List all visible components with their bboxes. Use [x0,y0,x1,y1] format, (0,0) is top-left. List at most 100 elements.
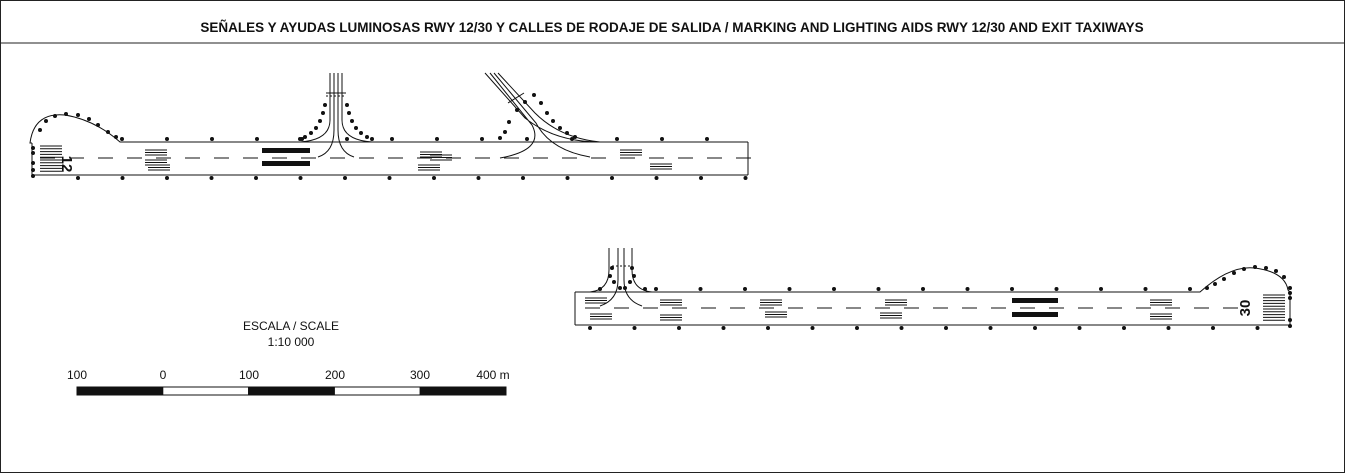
edge-light [654,287,658,291]
edge-light [521,176,525,180]
scale-segment [76,386,164,396]
edge-light [1274,269,1278,273]
edge-light [435,137,439,141]
edge-light [1288,286,1292,290]
edge-light [76,176,80,180]
edge-light [1213,282,1217,286]
edge-light [165,176,169,180]
edge-light [632,326,637,330]
edge-light [551,119,555,123]
edge-light [623,286,627,290]
drawing: 100 0 100 200 300 400 m [29,72,1292,396]
edge-light [165,137,169,141]
edge-light [343,176,347,180]
edge-light [610,176,614,180]
edge-light [743,176,748,180]
edge-light [298,176,303,180]
edge-light [314,126,318,130]
edge-light [698,287,703,291]
edge-light [480,137,484,141]
edge-light [498,136,502,140]
edge-light [532,93,536,97]
title: SEÑALES Y AYUDAS LUMINOSAS RWY 12/30 Y C… [200,20,1143,35]
edge-light [876,287,881,291]
edge-light [323,103,327,107]
edge-light [899,326,904,330]
edge-light [1288,291,1292,295]
edge-light [87,117,91,121]
edge-light [345,137,349,141]
edge-light [921,287,925,291]
edge-light [303,135,307,139]
edge-light [1242,267,1246,271]
edge-light [944,326,948,330]
edge-light [1264,266,1268,270]
scale-segment [333,386,421,396]
edge-light [699,176,703,180]
edge-light [523,100,527,104]
edge-light [298,137,302,141]
edge-light [354,126,358,130]
edge-light [255,137,259,141]
edge-light [787,287,792,291]
edge-light [53,114,57,118]
edge-light [347,111,351,115]
scale-label: 0 [160,368,167,382]
edge-light [387,176,392,180]
edge-light [1010,287,1014,291]
edge-light [988,326,993,330]
scale-label: 100 [67,368,87,382]
edge-light [1033,326,1037,330]
edge-light [1255,326,1260,330]
edge-light [612,280,616,284]
runway-designator: 30 [1237,300,1254,317]
scale-segment [248,386,335,396]
edge-light [1211,326,1215,330]
edge-light [120,176,125,180]
edge-light [573,135,577,139]
edge-light [31,161,35,165]
edge-light [565,131,569,135]
edge-light [628,280,632,284]
edge-light [432,176,436,180]
edge-light [120,137,124,141]
edge-light [503,130,507,134]
edge-light [608,274,612,278]
edge-light [632,274,636,278]
edge-light [350,119,354,123]
edge-light [654,176,659,180]
edge-light [76,113,80,117]
edge-light [565,176,570,180]
edge-light [209,176,214,180]
runway-designator: 12 [58,156,75,173]
edge-light [766,326,770,330]
edge-light [370,137,374,141]
edge-light [106,130,110,134]
edge-light [1205,286,1209,290]
scale-ratio: 1:10 000 [268,335,315,349]
edge-light [610,266,614,270]
edge-light [677,326,681,330]
edge-light [545,111,549,115]
touchdown-bar [262,148,310,153]
edge-light [1054,287,1059,291]
edge-light [1166,326,1171,330]
edge-light [832,287,836,291]
edge-light [1232,271,1236,275]
edge-light [618,286,622,290]
runway-outline [29,114,749,176]
scale-segment [162,386,250,396]
edge-light [1288,324,1292,328]
edge-light [345,103,349,107]
taxiway [484,72,601,159]
edge-light [31,174,35,178]
edge-light [1288,318,1292,322]
scale-segment [419,386,507,396]
edge-light [365,135,369,139]
scale-title: ESCALA / SCALE [243,319,339,333]
edge-light [44,119,48,123]
edge-light [476,176,481,180]
edge-light [1099,287,1103,291]
edge-light [321,111,325,115]
